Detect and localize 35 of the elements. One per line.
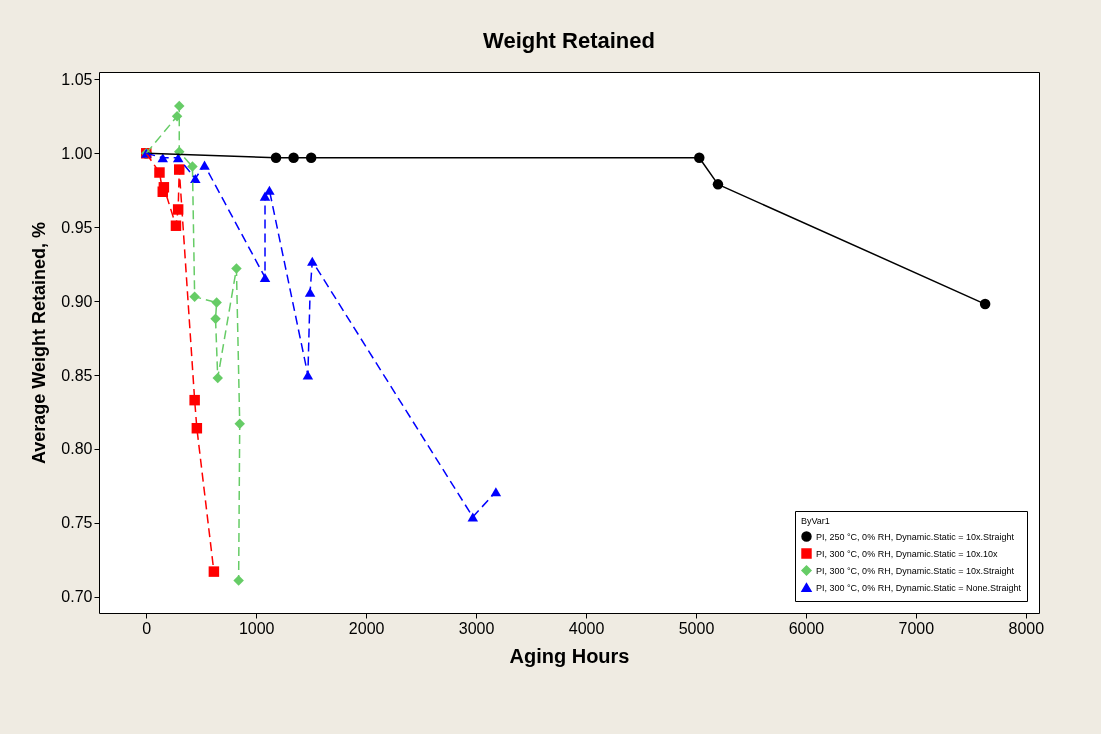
legend-label: PI, 250 °C, 0% RH, Dynamic.Static = 10x.Straight (816, 531, 1015, 542)
y-tick-label: 0.70 (61, 588, 93, 606)
x-tick-label: 6000 (788, 619, 825, 637)
y-tick-label: 0.80 (61, 440, 93, 458)
y-tick-label: 1.00 (61, 144, 93, 162)
x-tick-label: 0 (142, 619, 152, 637)
y-tick-label: 0.95 (61, 218, 93, 236)
y-tick-label: 0.90 (61, 292, 93, 310)
y-tick-label: 0.85 (61, 366, 93, 384)
point (174, 164, 185, 175)
y-axis-title: Average Weight Retained, % (29, 221, 50, 465)
legend-label: PI, 300 °C, 0% RH, Dynamic.Static = 10x.Straight (816, 565, 1015, 576)
x-tick-label: 8000 (1008, 619, 1045, 637)
x-axis-title: Aging Hours (509, 644, 630, 667)
point (154, 167, 165, 178)
x-tick-label: 2000 (348, 619, 385, 637)
x-tick-label: 7000 (898, 619, 935, 637)
x-tick-label: 1000 (238, 619, 275, 637)
point (189, 394, 200, 406)
point (211, 297, 222, 308)
point (302, 370, 314, 380)
legend-label: PI, 300 °C, 0% RH, Dynamic.Static = None.Straight (816, 582, 1022, 593)
x-tick-label: 4000 (568, 619, 605, 637)
x-tick-label: 5000 (678, 619, 715, 637)
point (231, 263, 242, 274)
point (233, 575, 244, 586)
y-tick-label: 0.75 (61, 514, 93, 532)
point (979, 298, 991, 310)
legend-label: PI, 300 °C, 0% RH, Dynamic.Static = 10x.10x (816, 548, 998, 559)
point (187, 161, 198, 172)
legend-title: ByVar1 (801, 516, 830, 526)
point (208, 566, 220, 577)
y-tick-label: 1.05 (61, 70, 93, 88)
chart-title: Weight Retained (483, 28, 655, 54)
x-tick-label: 3000 (458, 619, 495, 637)
